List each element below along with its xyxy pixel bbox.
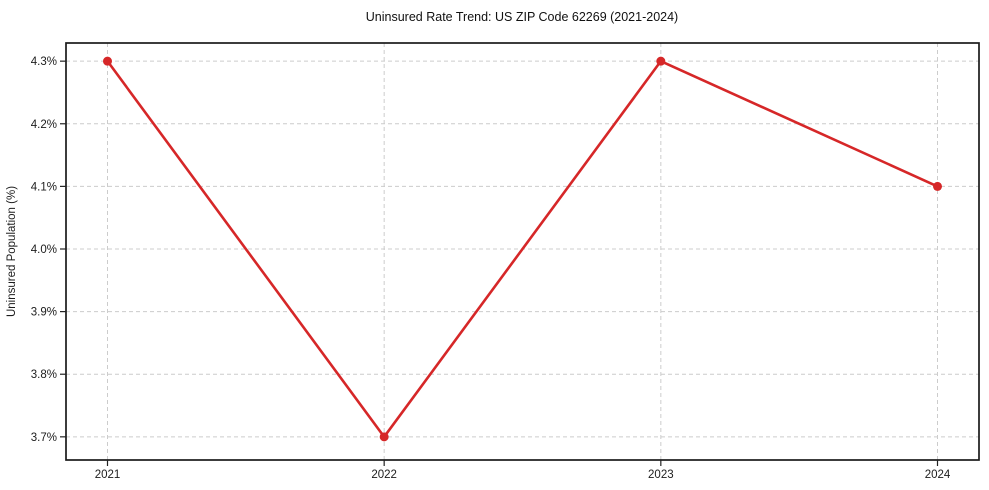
x-tick-label: 2022 bbox=[371, 469, 397, 481]
data-point-2021 bbox=[103, 56, 112, 66]
x-tick-label: 2021 bbox=[95, 469, 121, 481]
y-tick-label: 4.3% bbox=[31, 56, 57, 68]
data-series bbox=[103, 56, 942, 442]
y-tick-label: 3.9% bbox=[31, 307, 57, 319]
y-tick-label: 4.1% bbox=[31, 181, 57, 193]
y-tick-label: 3.8% bbox=[31, 369, 57, 381]
axis-ticks bbox=[60, 60, 939, 466]
axis-tick-labels: 3.7% 3.8% 3.9% 4.0% 4.1% 4.2% 4.3% 2021 2022 2023… bbox=[31, 56, 951, 481]
trend-line bbox=[106, 59, 939, 439]
plot-border bbox=[65, 42, 980, 461]
y-tick-label: 4.2% bbox=[31, 119, 57, 131]
chart-title: Uninsured Rate Trend: US ZIP Code 62269 … bbox=[366, 10, 678, 24]
y-tick-label: 3.7% bbox=[31, 432, 57, 444]
data-point-2023 bbox=[656, 56, 666, 66]
y-axis-label: Uninsured Population (%) bbox=[6, 186, 18, 317]
gridlines bbox=[66, 43, 979, 460]
x-tick-label: 2023 bbox=[648, 469, 674, 481]
y-tick-label: 4.0% bbox=[31, 244, 57, 256]
x-tick-label: 2024 bbox=[925, 469, 951, 481]
data-point-2022 bbox=[379, 432, 389, 442]
data-point-2024 bbox=[933, 181, 942, 191]
